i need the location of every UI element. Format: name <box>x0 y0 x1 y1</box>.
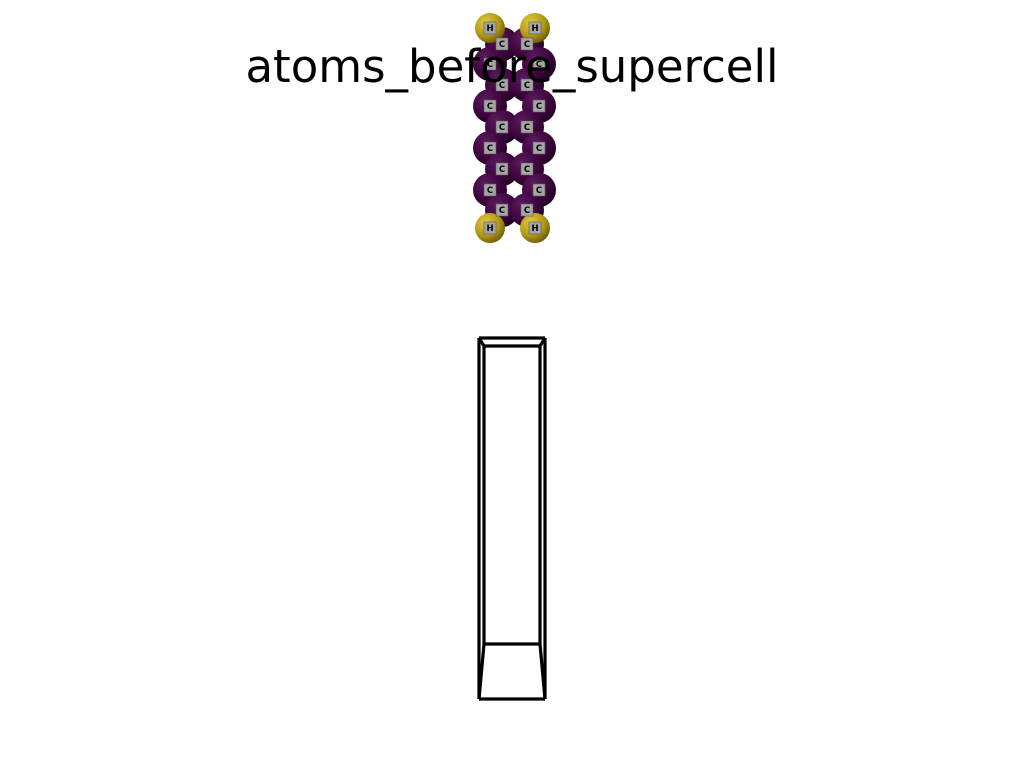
carbon-atom-label: C <box>536 102 542 112</box>
hydrogen-atom-label: H <box>531 24 538 34</box>
atom-label-box <box>495 78 509 92</box>
atom-label-box <box>520 162 534 176</box>
carbon-atom-label: C <box>499 123 505 133</box>
hydrogen-atom-label: H <box>531 224 538 234</box>
carbon-atom-label: C <box>487 186 493 196</box>
atom-label-box <box>520 78 534 92</box>
carbon-atom-label: C <box>499 165 505 175</box>
atom-label-box <box>495 203 509 217</box>
carbon-atom-label: C <box>499 81 505 91</box>
carbon-atom-label: C <box>524 40 530 50</box>
atom-label-box <box>532 57 546 71</box>
atom-label-box <box>483 141 497 155</box>
hydrogen-atom-label: H <box>486 24 493 34</box>
carbon-atom-label: C <box>536 144 542 154</box>
carbon-atom-label: C <box>487 102 493 112</box>
carbon-atom-label: C <box>536 60 542 70</box>
atom-label-box <box>483 221 497 235</box>
atom-label-box <box>483 57 497 71</box>
atom-label-box <box>483 183 497 197</box>
carbon-atom-label: C <box>524 123 530 133</box>
atom-label-box <box>520 120 534 134</box>
carbon-atom-label: C <box>487 144 493 154</box>
atom-label-box <box>532 183 546 197</box>
atom-label-box <box>495 162 509 176</box>
carbon-atom-label: C <box>524 165 530 175</box>
atom-label-box <box>528 21 542 35</box>
unit-cell-box <box>477 336 547 701</box>
atom-label-box <box>483 21 497 35</box>
atom-label-box <box>483 99 497 113</box>
hydrogen-atom-label: H <box>486 224 493 234</box>
carbon-atom-label: C <box>499 206 505 216</box>
atom-label-box <box>520 203 534 217</box>
molecule: H HC CC CC CC CC CC CC CC CC CH H <box>473 13 556 243</box>
carbon-atom-label: C <box>536 186 542 196</box>
atom-label-box <box>532 99 546 113</box>
atom-label-box <box>495 37 509 51</box>
carbon-atom-label: C <box>487 60 493 70</box>
atom-label-box <box>532 141 546 155</box>
carbon-atom-label: C <box>499 40 505 50</box>
carbon-atom-label: C <box>524 81 530 91</box>
atom-label-box <box>495 120 509 134</box>
atom-label-box <box>520 37 534 51</box>
atom-label-box <box>528 221 542 235</box>
carbon-atom-label: C <box>524 206 530 216</box>
